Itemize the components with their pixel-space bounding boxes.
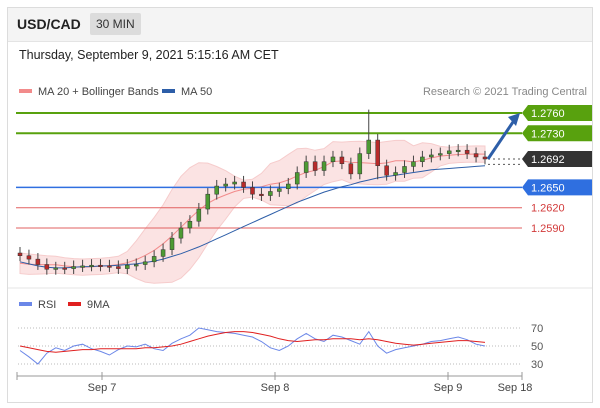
level-label-1-2590: 1.2590	[531, 223, 565, 235]
candle-body	[473, 153, 479, 158]
candle-body	[286, 183, 291, 190]
rsi-ma-legend-swatch	[68, 302, 81, 306]
credit-text: Research © 2021 Trading Central	[423, 86, 587, 98]
level-labels: 1.2760 1.2730 1.2692 1.2650 1.2620 1.2590	[522, 105, 592, 235]
x-tick-label: Sep 18	[498, 382, 533, 394]
rsi-line	[19, 327, 486, 365]
symbol-title: USD/CAD	[17, 16, 81, 32]
bollinger-legend-swatch	[19, 89, 32, 93]
x-tick-label: Sep 7	[88, 382, 117, 394]
candle-body	[178, 227, 184, 239]
candle-body	[71, 266, 76, 269]
candle-body	[312, 161, 318, 171]
level-tag-1-2692	[522, 151, 592, 167]
candle-body	[187, 220, 193, 229]
candle-body	[205, 193, 211, 210]
x-tick-label: Sep 8	[261, 382, 290, 394]
candle-body	[455, 149, 461, 152]
candle-body	[80, 265, 85, 268]
candle-body	[196, 208, 202, 222]
rsi-level-label-70: 70	[531, 323, 543, 335]
candle-body	[375, 139, 380, 167]
candle-body	[420, 156, 425, 162]
candle-body	[125, 264, 130, 269]
forecast-arrow-shaft	[486, 121, 515, 160]
candle-body	[268, 191, 273, 196]
x-tick-label: Sep 9	[434, 382, 463, 394]
candle-body	[214, 185, 219, 195]
candle-body	[429, 154, 434, 158]
candle-body	[26, 255, 32, 260]
ma50-legend-swatch	[162, 89, 175, 93]
candle-body	[107, 265, 112, 268]
rsi-legend-label: RSI	[38, 299, 56, 311]
level-label-1-2760: 1.2760	[531, 108, 565, 120]
candle-body	[151, 256, 157, 263]
candle-body	[294, 172, 300, 185]
candle-body	[241, 181, 246, 188]
candle-body	[116, 266, 121, 269]
level-tag-1-2760	[522, 105, 592, 121]
rsi-level-label-30: 30	[531, 359, 543, 371]
rsi-level-label-50: 50	[531, 341, 543, 353]
rsi-ma-legend-label: 9MA	[87, 299, 110, 311]
chart-datetime: Thursday, September 9, 2021 5:15:16 AM C…	[19, 48, 279, 62]
candle-body	[44, 264, 50, 270]
level-label-1-2730: 1.2730	[531, 128, 565, 140]
candles	[17, 109, 488, 275]
candle-body	[160, 249, 166, 257]
candle-body	[330, 156, 336, 162]
forecast-arrow	[486, 113, 520, 160]
candle-body	[438, 153, 443, 156]
candle-body	[98, 264, 103, 267]
candle-body	[259, 193, 264, 196]
candle-body	[277, 188, 282, 192]
candle-body	[357, 153, 363, 175]
candle-body	[250, 187, 255, 195]
ma50-legend-label: MA 50	[181, 86, 212, 98]
candle-body	[464, 149, 470, 154]
candle-body	[384, 165, 389, 176]
rsi-legend-swatch	[19, 302, 32, 306]
candle-body	[17, 252, 23, 256]
price-levels	[16, 112, 522, 229]
candle-body	[446, 150, 452, 154]
candle-body	[411, 161, 416, 167]
candle-body	[339, 156, 345, 164]
candle-body	[482, 156, 488, 160]
level-label-1-2620: 1.2620	[531, 203, 565, 215]
ma50-line-group	[19, 165, 486, 269]
level-tag-1-2730	[522, 125, 592, 142]
bollinger-legend-label: MA 20 + Bollinger Bands	[38, 86, 159, 98]
candle-body	[89, 264, 94, 267]
chart-header: USD/CAD 30 MIN	[8, 8, 592, 42]
rsi-ma-line	[19, 331, 486, 353]
candle-body	[402, 166, 407, 173]
candle-body	[53, 267, 59, 270]
candle-body	[321, 161, 327, 171]
candle-body	[223, 183, 228, 187]
level-label-1-2692: 1.2692	[531, 154, 565, 166]
forecast-arrow-head	[508, 113, 520, 126]
timeframe-badge[interactable]: 30 MIN	[90, 13, 141, 35]
candle-body	[62, 267, 67, 270]
candle-body	[35, 258, 41, 265]
candle-body	[393, 172, 398, 176]
candle-body	[232, 181, 237, 185]
level-tag-1-2650	[522, 179, 592, 196]
x-axis: Sep 7 Sep 8 Sep 9 Sep 18	[16, 372, 533, 394]
ma50-line	[19, 165, 486, 269]
candle-body	[169, 237, 175, 250]
candle-body	[348, 163, 354, 175]
candle-body	[366, 139, 371, 154]
candle-body	[134, 264, 139, 267]
level-label-1-2650: 1.2650	[531, 182, 565, 194]
candle-body	[303, 161, 309, 173]
rsi-panel: 70 50 30	[18, 323, 543, 371]
candle-body	[142, 261, 148, 265]
